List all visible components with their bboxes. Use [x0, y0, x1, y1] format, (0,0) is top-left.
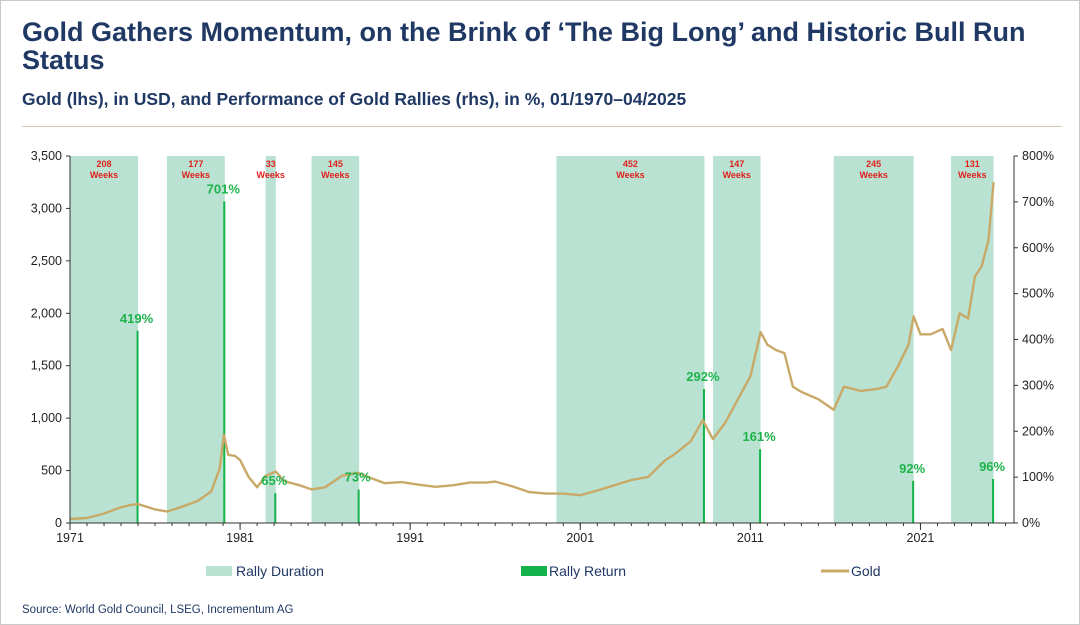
- y-right-tick-label: 400%: [1022, 333, 1054, 347]
- legend-label-rally-return: Rally Return: [549, 563, 626, 579]
- rally-return-bar: [992, 478, 995, 523]
- y-right-tick-label: 0%: [1022, 516, 1040, 530]
- y-left-tick-label: 500: [41, 464, 62, 478]
- legend-swatch-rally-duration: [206, 566, 232, 576]
- title-divider: [22, 126, 1062, 127]
- x-tick-label: 1991: [396, 531, 424, 545]
- gold-price-line: [69, 182, 995, 521]
- chart-title: Gold Gathers Momentum, on the Brink of ‘…: [22, 17, 1026, 75]
- rally-duration-unit: Weeks: [90, 170, 118, 180]
- legend-label-rally-duration: Rally Duration: [236, 563, 324, 579]
- y-left-tick-label: 3,000: [31, 201, 62, 215]
- rally-return-bars: [136, 201, 995, 523]
- rally-duration-label: 147: [729, 159, 744, 169]
- rally-return-bar: [274, 493, 277, 523]
- rally-duration-unit: Weeks: [616, 170, 644, 180]
- rally-return-bar: [912, 480, 915, 523]
- rally-duration-unit: Weeks: [958, 170, 986, 180]
- chart-subtitle: Gold (lhs), in USD, and Performance of G…: [22, 89, 687, 109]
- rally-duration-label: 245: [866, 159, 881, 169]
- y-right-tick-label: 600%: [1022, 241, 1054, 255]
- rally-band: [712, 156, 761, 523]
- axes-layer: 0 500 1,000 1,500 2,000 2,500 3,000 3,500 0% 100%…: [31, 149, 1054, 545]
- y-right-tick-label: 500%: [1022, 287, 1054, 301]
- y-left-tick-label: 1,000: [31, 411, 62, 425]
- y-right-tick-label: 200%: [1022, 424, 1054, 438]
- rally-return-label: 73%: [345, 470, 371, 485]
- rally-duration-label: 131: [965, 159, 980, 169]
- chart-svg: 0 500 1,000 1,500 2,000 2,500 3,000 3,500 0% 100%…: [31, 149, 1054, 579]
- rally-band: [556, 156, 705, 523]
- rally-return-label: 161%: [742, 429, 776, 444]
- y-right-tick-label: 300%: [1022, 378, 1054, 392]
- rally-duration-unit: Weeks: [723, 170, 751, 180]
- rally-return-bar: [223, 201, 226, 523]
- x-tick-label: 1971: [56, 531, 84, 545]
- x-tick-label: 2001: [566, 531, 594, 545]
- rally-band: [951, 156, 994, 523]
- rally-return-bar: [702, 389, 705, 523]
- y-left-tick-label: 3,500: [31, 149, 62, 163]
- x-tick-label: 2021: [907, 531, 935, 545]
- rally-duration-label: 177: [188, 159, 203, 169]
- source-note: Source: World Gold Council, LSEG, Increm…: [22, 604, 294, 616]
- rally-return-label: 292%: [686, 369, 720, 384]
- rally-band: [833, 156, 914, 523]
- gold-line-layer: [69, 182, 995, 521]
- y-right-tick-label: 100%: [1022, 470, 1054, 484]
- rally-duration-unit: Weeks: [182, 170, 210, 180]
- rally-return-label: 96%: [979, 459, 1005, 474]
- y-left-tick-label: 2,000: [31, 306, 62, 320]
- y-right-tick-label: 700%: [1022, 195, 1054, 209]
- rally-duration-label: 452: [623, 159, 638, 169]
- rally-return-label: 419%: [120, 311, 154, 326]
- x-tick-label: 1981: [226, 531, 254, 545]
- y-left-tick-label: 2,500: [31, 254, 62, 268]
- y-left-tick-label: 1,500: [31, 359, 62, 373]
- rally-duration-label: 33: [266, 159, 276, 169]
- rally-return-bar: [136, 330, 139, 523]
- rally-duration-bands: [70, 156, 994, 523]
- rally-return-label: 701%: [207, 181, 241, 196]
- rally-duration-unit: Weeks: [321, 170, 349, 180]
- x-tick-label: 2011: [737, 531, 764, 545]
- labels-layer: 208Weeks419%177Weeks701%33Weeks65%145Wee…: [90, 159, 1006, 488]
- rally-band: [311, 156, 360, 523]
- rally-return-bar: [759, 449, 762, 523]
- rally-band: [70, 156, 139, 523]
- y-left-tick-label: 0: [55, 516, 62, 530]
- rally-band: [265, 156, 276, 523]
- rally-return-label: 65%: [261, 473, 287, 488]
- rally-duration-label: 145: [328, 159, 343, 169]
- rally-duration-unit: Weeks: [257, 170, 285, 180]
- legend-swatch-rally-return: [521, 566, 547, 576]
- rally-duration-label: 208: [97, 159, 112, 169]
- rally-return-bar: [357, 489, 360, 523]
- legend: Rally Duration Rally Return Gold: [206, 563, 881, 579]
- legend-label-gold: Gold: [851, 563, 881, 579]
- y-right-tick-label: 800%: [1022, 149, 1054, 163]
- rally-duration-unit: Weeks: [859, 170, 887, 180]
- rally-band: [166, 156, 225, 523]
- rally-return-label: 92%: [899, 461, 925, 476]
